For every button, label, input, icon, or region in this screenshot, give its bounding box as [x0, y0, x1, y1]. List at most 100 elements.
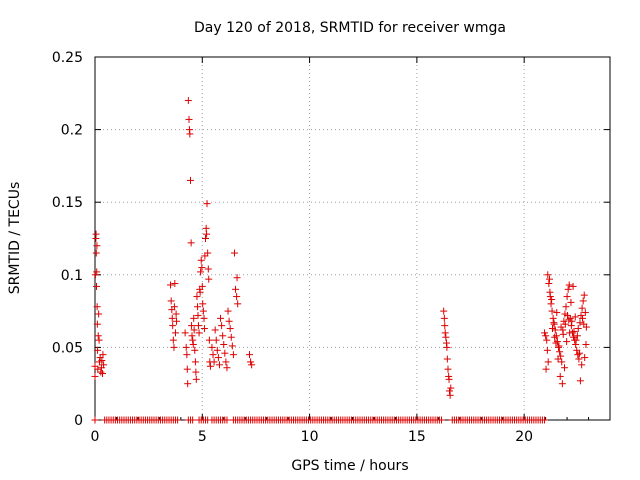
data-point — [446, 391, 454, 399]
data-point — [582, 340, 590, 348]
data-point — [553, 309, 561, 317]
data-points — [91, 97, 590, 424]
data-point — [186, 130, 194, 138]
data-point — [233, 274, 241, 282]
data-point — [442, 333, 450, 341]
data-point — [570, 327, 578, 335]
data-point — [576, 349, 584, 357]
data-point — [95, 336, 103, 344]
data-point — [93, 282, 101, 290]
x-tick-label: 20 — [515, 429, 533, 445]
data-point — [194, 322, 202, 330]
data-point — [556, 372, 564, 380]
data-point — [91, 271, 99, 279]
data-point — [579, 314, 587, 322]
data-point — [205, 336, 213, 344]
data-point — [541, 416, 549, 424]
data-point — [190, 326, 198, 334]
x-axis-label: GPS time / hours — [291, 458, 408, 474]
grid-lines — [95, 57, 610, 420]
data-point — [567, 298, 575, 306]
data-point — [93, 320, 101, 328]
data-point — [196, 288, 204, 296]
data-point — [445, 387, 453, 395]
data-point — [558, 358, 566, 366]
data-point — [211, 326, 219, 334]
data-point — [563, 338, 571, 346]
data-point — [575, 355, 583, 363]
data-point — [204, 265, 212, 273]
data-point — [234, 300, 242, 308]
data-point — [194, 311, 202, 319]
data-point — [184, 380, 192, 388]
data-point — [447, 384, 455, 392]
data-point — [229, 351, 237, 359]
x-tick-label: 0 — [91, 429, 100, 445]
data-point — [565, 316, 573, 324]
data-point — [199, 307, 207, 315]
data-point — [227, 333, 235, 341]
data-point — [209, 351, 217, 359]
y-tick-label: 0.15 — [52, 195, 83, 211]
data-point — [547, 300, 555, 308]
data-point — [554, 355, 562, 363]
y-tick-label: 0.1 — [61, 268, 83, 284]
data-point — [194, 303, 202, 311]
data-point — [185, 115, 193, 123]
data-point — [233, 293, 241, 301]
data-point — [558, 380, 566, 388]
data-point — [202, 235, 210, 242]
data-point — [552, 332, 560, 340]
y-tick-label: 0.25 — [52, 50, 83, 66]
data-point — [544, 271, 552, 279]
data-point — [94, 346, 102, 354]
data-point — [221, 349, 229, 357]
data-point — [574, 351, 582, 359]
data-point — [204, 249, 212, 257]
data-point — [224, 307, 232, 315]
data-point — [93, 268, 101, 276]
data-point — [191, 346, 199, 354]
data-point — [222, 358, 230, 366]
data-point — [99, 370, 107, 378]
data-point — [167, 281, 175, 289]
data-point — [197, 268, 205, 276]
data-point — [200, 325, 208, 333]
data-point — [208, 343, 216, 351]
data-point — [218, 322, 226, 330]
data-point — [192, 368, 200, 376]
data-point — [188, 332, 196, 340]
data-point — [186, 176, 194, 184]
data-point — [189, 340, 197, 348]
y-tick-label: 0.2 — [61, 123, 83, 139]
data-point — [562, 303, 570, 311]
data-point — [576, 377, 584, 385]
data-point — [189, 416, 197, 424]
data-point — [556, 348, 564, 356]
data-point — [187, 239, 195, 247]
data-point — [198, 264, 206, 272]
data-point — [561, 320, 569, 328]
data-point — [548, 325, 556, 333]
data-point — [94, 332, 102, 340]
data-point — [551, 333, 559, 341]
data-point — [200, 314, 208, 322]
data-point — [173, 317, 181, 325]
data-point — [247, 358, 255, 366]
y-axis-label: SRMTID / TECUs — [7, 182, 23, 295]
data-point — [188, 322, 196, 330]
data-point — [574, 325, 582, 333]
data-point — [100, 361, 108, 369]
data-point — [99, 351, 107, 359]
data-point — [213, 346, 221, 354]
data-point — [183, 351, 191, 359]
data-point — [95, 310, 103, 318]
data-point — [168, 314, 176, 322]
data-point — [560, 317, 568, 325]
data-point — [223, 416, 231, 424]
y-tick-label: 0.05 — [52, 340, 83, 356]
data-point — [552, 339, 560, 347]
axis-ticks: 0 0.05 0.1 0.15 0.2 0.25 0 5 10 15 20 — [52, 50, 610, 445]
data-point — [171, 329, 179, 337]
